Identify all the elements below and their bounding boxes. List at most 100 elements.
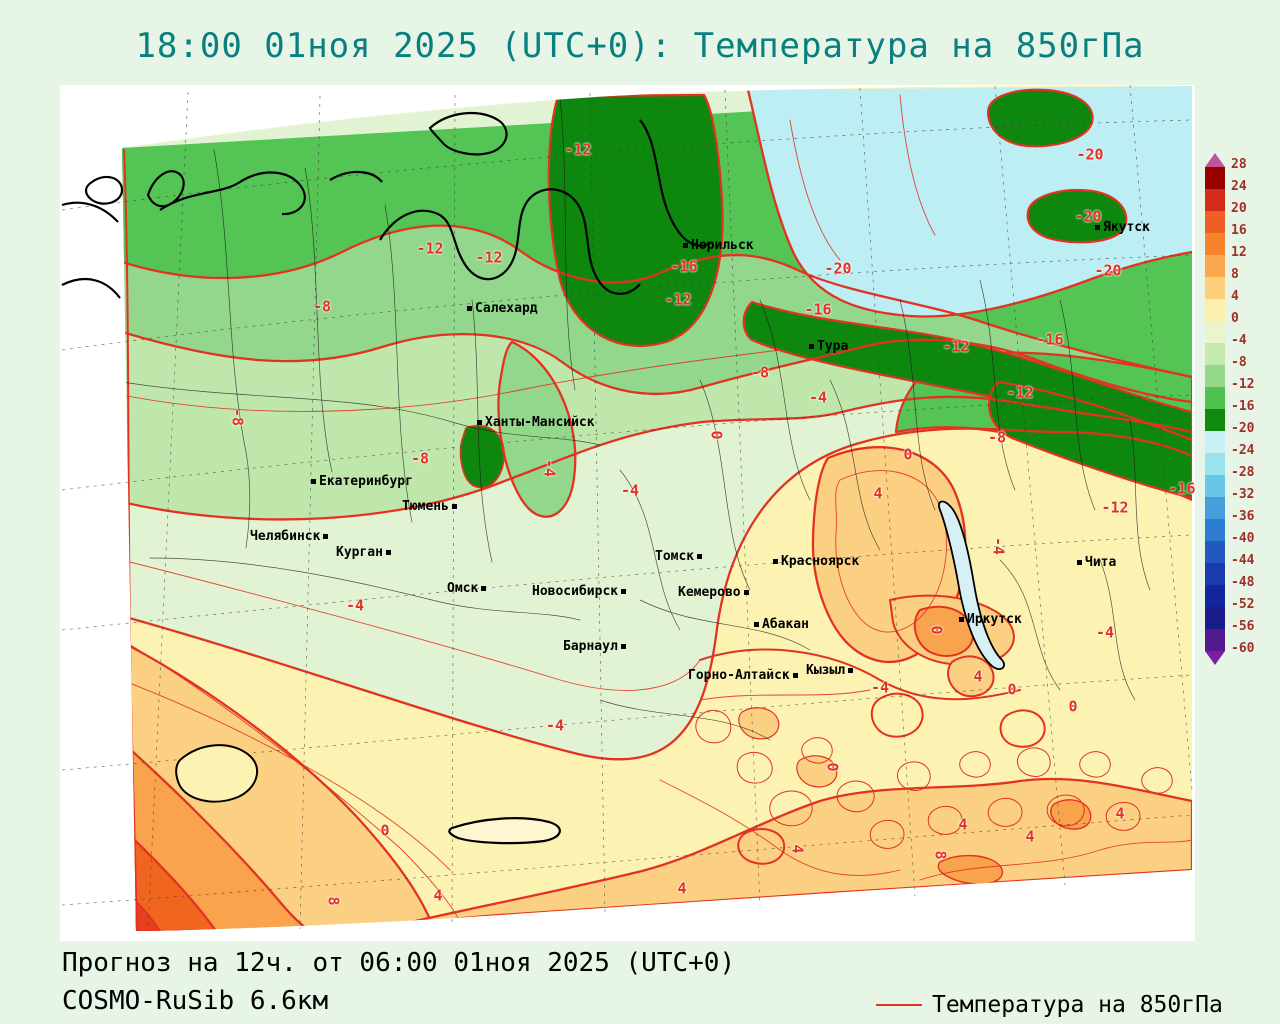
contour-label: -20 [824,259,852,278]
colorbar-cell [1205,497,1225,519]
colorbar-cell [1205,343,1225,365]
colorbar-tick-label: 24 [1231,179,1247,194]
contour-label: 4 [788,844,807,854]
city-marker-abakan: Абакан [754,618,809,631]
city-label: Красноярск [781,554,860,569]
contour-label: 0 [707,430,726,440]
city-marker-krasnoyarsk: Красноярск [773,555,859,568]
contour-label: 0 [1007,680,1017,699]
colorbar-tick-label: 12 [1231,245,1247,260]
contour-label: -12 [1101,498,1129,517]
colorbar-tick-label: -48 [1231,575,1255,590]
colorbar-tick-label: 4 [1231,289,1239,304]
contour-label: -12 [942,337,970,356]
contour-label: 0 [380,821,390,840]
city-label: Норильск [691,238,754,253]
city-marker-chelyabinsk: Челябинск [250,530,329,543]
city-dot [773,559,778,564]
colorbar-tick-label: 8 [1231,267,1239,282]
city-marker-yekaterinburg: Екатеринбург [311,475,413,488]
city-label: Тюмень [402,499,449,514]
contour-label: -16 [670,257,698,276]
city-label: Ханты-Мансийск [485,415,595,430]
forecast-info-text: Прогноз на 12ч. от 06:00 01ноя 2025 (UTC… [62,948,736,978]
contour-label: -16 [804,300,832,319]
colorbar-tick-label: -16 [1231,399,1255,414]
contour-label: -4 [620,481,640,500]
contour-label: -20 [1074,207,1102,226]
colorbar [1205,153,1225,665]
colorbar-cell [1205,233,1225,255]
colorbar-cell [1205,321,1225,343]
contour-label: -4 [808,388,828,407]
contour-label: -4 [1095,623,1115,642]
colorbar-cell [1205,365,1225,387]
colorbar-cell [1205,211,1225,233]
city-label: Горно-Алтайск [688,668,790,683]
colorbar-tick-label: 28 [1231,157,1247,172]
city-dot [323,534,329,539]
colorbar-cell [1205,409,1225,431]
colorbar-cell [1205,189,1225,211]
colorbar-tick-label: -60 [1231,641,1255,656]
legend: Температура на 850гПа [876,992,1223,1018]
city-marker-kemerovo: Кемерово [678,586,749,599]
contour-label: 0 [927,625,946,635]
colorbar-cell [1205,585,1225,607]
city-dot [809,344,814,349]
city-marker-tomsk: Томск [655,550,703,563]
contour-label: 4 [1115,804,1125,823]
contour-label: -4 [989,536,1008,556]
colorbar-tick-label: -36 [1231,509,1255,524]
city-marker-chita: Чита [1077,556,1116,569]
colorbar-tick-label: 16 [1231,223,1247,238]
contour-label: -8 [228,407,247,427]
city-marker-kurgan: Курган [336,546,391,559]
city-marker-novosibirsk: Новосибирск [532,585,627,598]
colorbar-cell [1205,629,1225,651]
contour-label: 8 [324,896,343,906]
colorbar-tick-label: 0 [1231,311,1239,326]
city-label: Екатеринбург [319,474,413,489]
colorbar-cell [1205,607,1225,629]
contour-label: -4 [870,678,890,697]
city-label: Кызыл [806,663,846,678]
city-label: Кемерово [678,585,741,600]
contour-label: 0 [903,445,913,464]
contour-label: -12 [1006,383,1034,402]
colorbar-tick-label: -12 [1231,377,1255,392]
city-label: Тура [817,339,849,354]
city-dot [467,306,472,311]
city-label: Якутск [1103,220,1150,235]
contour-label: -8 [410,449,430,468]
model-info-text: COSMO-RuSib 6.6км [62,986,329,1016]
colorbar-cell [1205,277,1225,299]
city-dot [959,617,964,622]
city-dot [621,589,627,594]
contour-label: -16 [1168,479,1196,498]
colorbar-cell [1205,167,1225,189]
contour-label: -12 [564,140,592,159]
contour-label: 4 [958,815,968,834]
city-marker-kyzyl: Кызыл [806,663,854,678]
contour-label: -4 [345,596,365,615]
colorbar-tick-label: -56 [1231,619,1255,634]
colorbar-tick-labels: 28 24 20 16 12 8 4 0 -4 -8 -12 -16 -20 -24 -28 -32 -36 -4… [1231,153,1277,693]
city-dot [697,554,703,559]
city-marker-khanty-mansiysk: Ханты-Мансийск [477,416,595,429]
city-dot [848,668,854,673]
city-dot [754,622,759,627]
colorbar-tick-label: 20 [1231,201,1247,216]
contour-label: -12 [475,248,503,267]
city-marker-yakutsk: Якутск [1095,221,1150,234]
contour-label: 4 [433,886,443,905]
contour-label: -16 [1036,330,1064,349]
legend-label: Температура на 850гПа [932,992,1223,1018]
contour-label: 4 [1025,827,1035,846]
page-title: 18:00 01ноя 2025 (UTC+0): Температура на… [135,26,1145,66]
city-marker-tura: Тура [809,340,848,353]
city-dot [311,479,316,484]
colorbar-tick-label: -24 [1231,443,1255,458]
